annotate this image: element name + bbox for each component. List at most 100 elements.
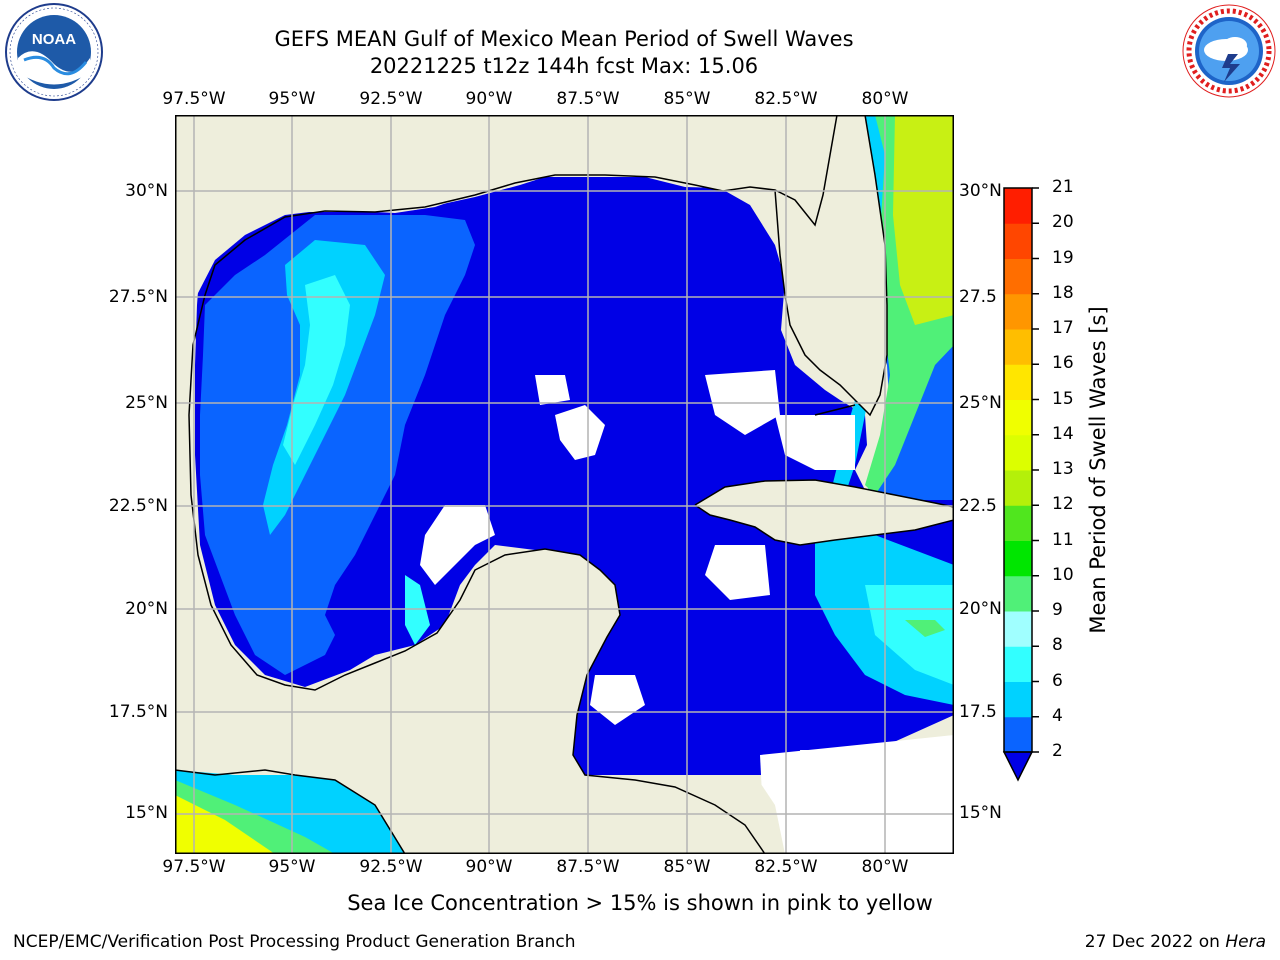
lat-label-right: 25°N (959, 393, 1002, 413)
colorbar-bin (1004, 716, 1032, 753)
colorbar-bin (1004, 293, 1032, 330)
colorbar-tick-label: 15 (1052, 388, 1074, 409)
colorbar-tick-label: 12 (1052, 494, 1074, 515)
lon-label-bottom: 82.5°W (754, 857, 818, 877)
lon-label-top: 90°W (465, 89, 513, 109)
lon-label-top: 95°W (268, 89, 316, 109)
lat-label-left: 25°N (125, 393, 168, 413)
missing-patch-1 (420, 505, 495, 585)
colorbar-bin (1004, 681, 1032, 718)
lon-label-top: 80°W (861, 89, 909, 109)
missing-patch-9 (760, 735, 954, 854)
land-us-north (175, 115, 840, 225)
lon-label-top: 87.5°W (556, 89, 620, 109)
lat-label-left: 30°N (125, 181, 168, 201)
lon-label-bottom: 85°W (663, 857, 711, 877)
colorbar-bin (1004, 540, 1032, 577)
footer-right: 27 Dec 2022 on Hera (1085, 932, 1266, 952)
lat-label-left: 22.5°N (108, 496, 168, 516)
colorbar-tick-label: 10 (1052, 564, 1074, 585)
caption: Sea Ice Concentration > 15% is shown in … (0, 891, 1280, 915)
lon-label-bottom: 90°W (465, 857, 513, 877)
lon-label-bottom: 87.5°W (556, 857, 620, 877)
coastline-cuba (694, 479, 954, 546)
colorbar-bin (1004, 399, 1032, 436)
noaa-logo: NOAA (5, 3, 103, 101)
lat-label-left: 20°N (125, 599, 168, 619)
colorbar-under-triangle (1002, 751, 1034, 782)
swell-green-caribbean (905, 620, 945, 637)
colorbar-bin (1004, 611, 1032, 647)
lon-label-top: 82.5°W (754, 89, 818, 109)
lat-label-right: 15°N (959, 803, 1002, 823)
colorbar-bin (1004, 575, 1032, 612)
colorbar-tick-label: 11 (1052, 529, 1074, 550)
swell-period-map (175, 115, 954, 854)
lon-label-bottom: 95°W (268, 857, 316, 877)
lon-label-bottom: 80°W (861, 857, 909, 877)
colorbar-label: Mean Period of Swell Waves [s] (1086, 306, 1110, 634)
chart-title-line1: GEFS MEAN Gulf of Mexico Mean Period of … (274, 27, 854, 51)
lon-label-bottom: 92.5°W (359, 857, 423, 877)
colorbar-tick-label: 9 (1052, 600, 1063, 620)
missing-patch-6 (705, 545, 770, 600)
missing-patch-3 (555, 405, 605, 460)
land-cuba (695, 480, 954, 545)
footer-host: Hera (1225, 932, 1266, 952)
swell-blue-west (200, 215, 475, 675)
colorbar (1002, 187, 1039, 782)
coastline-us (204, 115, 838, 296)
footer-date: 27 Dec 2022 on (1084, 932, 1220, 952)
lon-label-bottom: 97.5°W (162, 857, 226, 877)
lat-label-left: 15°N (125, 803, 168, 823)
colorbar-tick-label: 17 (1052, 318, 1074, 338)
colorbar-tick-label: 21 (1052, 177, 1074, 197)
colorbar-bin (1004, 223, 1032, 259)
noaa-logo-text: NOAA (32, 31, 76, 48)
colorbar-bin (1004, 505, 1032, 541)
lat-label-left: 27.5°N (108, 287, 168, 307)
coastline-mexico (188, 294, 766, 854)
colorbar-tick-label: 13 (1052, 459, 1074, 479)
colorbar-tick-label: 4 (1052, 705, 1063, 726)
gridlines (175, 115, 954, 854)
pacific-yellow (175, 795, 275, 854)
colorbar-tick-label: 8 (1052, 635, 1063, 656)
colorbar-bin (1004, 470, 1032, 506)
swell-yellowgreen-atlantic (893, 115, 954, 325)
coastline-keys (814, 404, 856, 416)
swell-lightcyan-west (283, 275, 350, 465)
colorbar-tick-label: 20 (1052, 212, 1074, 233)
footer-left: NCEP/EMC/Verification Post Processing Pr… (13, 932, 576, 952)
colorbar-tick-label: 18 (1052, 282, 1074, 303)
lon-label-top: 92.5°W (359, 89, 423, 109)
colorbar-bin (1004, 188, 1032, 224)
colorbar-tick-label: 2 (1052, 741, 1063, 761)
lat-label-right: 17.5 (959, 702, 997, 722)
lat-label-right: 30°N (959, 181, 1002, 201)
caption-text: Sea Ice Concentration > 15% is shown in … (347, 891, 933, 915)
chart-title-line2: 20221225 t12z 144h fcst Max: 15.06 (369, 54, 759, 78)
coastline-pacific (175, 769, 406, 854)
colorbar-tick-label: 16 (1052, 353, 1074, 374)
nws-logo (1182, 4, 1276, 98)
colorbar-tick-label: 6 (1052, 670, 1063, 691)
land-florida (775, 115, 887, 415)
colorbar-bin (1004, 329, 1032, 365)
colorbar-bin (1004, 364, 1032, 400)
missing-patch-5 (775, 415, 855, 470)
land-mexico-west (175, 115, 325, 775)
colorbar-bin (1004, 434, 1032, 471)
lat-label-left: 17.5°N (108, 702, 168, 722)
lon-label-top: 85°W (663, 89, 711, 109)
colorbar-bin (1004, 646, 1032, 682)
colorbar-bin (1004, 258, 1032, 295)
map-frame (175, 115, 954, 854)
lat-label-right: 22.5 (959, 496, 997, 516)
lat-label-right: 20°N (959, 599, 1002, 619)
swell-lightcyan-caribbean (865, 585, 954, 685)
swell-cyan-campeche (405, 575, 430, 645)
missing-patch-2 (535, 375, 570, 405)
colorbar-tick-label: 14 (1052, 423, 1074, 444)
colorbar-tick-label: 19 (1052, 247, 1074, 268)
